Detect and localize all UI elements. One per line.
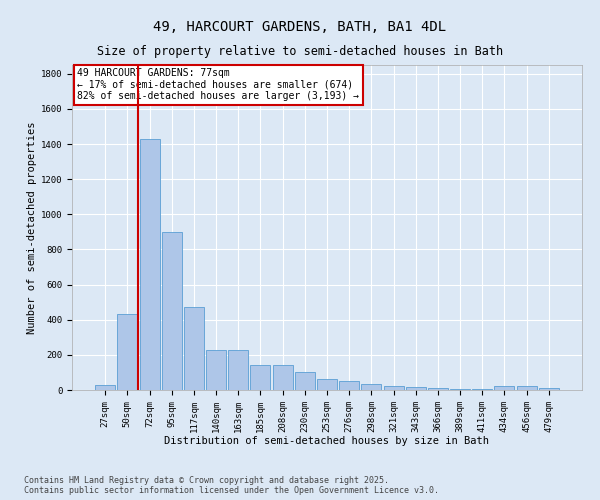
Bar <box>339 381 359 390</box>
Bar <box>383 386 404 390</box>
Bar <box>517 386 536 390</box>
Bar <box>162 232 182 390</box>
Text: 49, HARCOURT GARDENS, BATH, BA1 4DL: 49, HARCOURT GARDENS, BATH, BA1 4DL <box>154 20 446 34</box>
Bar <box>428 388 448 390</box>
Bar <box>228 350 248 390</box>
Bar <box>361 384 382 390</box>
Text: 49 HARCOURT GARDENS: 77sqm
← 17% of semi-detached houses are smaller (674)
82% o: 49 HARCOURT GARDENS: 77sqm ← 17% of semi… <box>77 68 359 102</box>
Bar <box>118 314 137 390</box>
Y-axis label: Number of semi-detached properties: Number of semi-detached properties <box>26 121 37 334</box>
Bar <box>450 389 470 390</box>
Bar <box>472 389 492 390</box>
X-axis label: Distribution of semi-detached houses by size in Bath: Distribution of semi-detached houses by … <box>164 436 490 446</box>
Text: Contains HM Land Registry data © Crown copyright and database right 2025.
Contai: Contains HM Land Registry data © Crown c… <box>24 476 439 495</box>
Bar <box>272 366 293 390</box>
Bar <box>539 388 559 390</box>
Bar <box>140 139 160 390</box>
Bar <box>250 366 271 390</box>
Bar <box>494 386 514 390</box>
Bar <box>406 388 426 390</box>
Bar <box>184 308 204 390</box>
Bar <box>206 350 226 390</box>
Bar <box>95 384 115 390</box>
Bar <box>317 378 337 390</box>
Bar <box>295 372 315 390</box>
Text: Size of property relative to semi-detached houses in Bath: Size of property relative to semi-detach… <box>97 45 503 58</box>
